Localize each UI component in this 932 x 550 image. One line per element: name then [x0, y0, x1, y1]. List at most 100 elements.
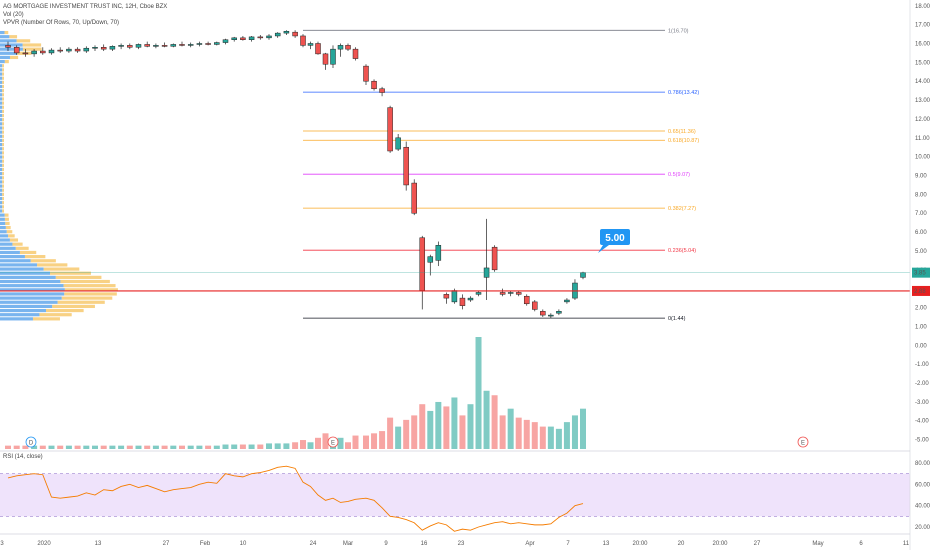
rsi-tick-label: 80.00 [915, 461, 931, 467]
price-callout: 5.00 [598, 228, 630, 253]
vpvr-down-bar [32, 317, 60, 321]
candle-body [222, 39, 229, 43]
volume-bar [507, 408, 514, 449]
price-tick-label: 13.00 [915, 98, 931, 104]
candle-body [556, 311, 562, 314]
price-axis: 18.00 17.00 16.00 15.00 14.00 13.00 12.00 11.00… [909, 0, 931, 550]
vpvr-up-bar [0, 30, 5, 35]
candle-body [352, 48, 359, 59]
volume-bar [161, 445, 168, 449]
volume-bar [179, 445, 185, 449]
candle-body [161, 45, 168, 47]
vpvr-up-bar [0, 64, 3, 68]
candle-body [564, 299, 570, 303]
volume-bar [379, 431, 386, 449]
vpvr-down-bar [2, 180, 4, 184]
vpvr-up-bar [0, 300, 58, 304]
vpvr-down-bar [2, 192, 4, 196]
vpvr-up-bar [0, 151, 3, 155]
fib-level-label: 1(16.70) [668, 28, 689, 34]
price-tick-label: 10.00 [915, 155, 931, 161]
volume-bar [459, 415, 466, 449]
volume-bar [475, 337, 482, 449]
volume-bar [563, 422, 570, 449]
candle-body [48, 49, 55, 54]
vpvr-up-bar [0, 138, 3, 143]
vpvr-up-bar [0, 213, 5, 217]
price-tick-label: 5.00 [915, 249, 927, 255]
callout-box [600, 228, 630, 245]
candle-body [443, 294, 450, 299]
price-tick-label: -2.00 [915, 381, 929, 387]
vpvr-up-bar [0, 167, 3, 172]
candle-body [13, 47, 20, 54]
vpvr-down-bar [5, 221, 10, 226]
volume-bar [435, 401, 442, 449]
price-tick-label: 9.00 [915, 174, 927, 180]
time-tick-label: 10 [240, 541, 247, 547]
event-marker-label: D [29, 441, 34, 447]
volume-bar [483, 390, 490, 449]
candle-body [109, 46, 116, 50]
vpvr-down-bar [2, 142, 4, 147]
volume-bar [300, 440, 306, 449]
vpvr-down-bar [2, 126, 4, 130]
vpvr-down-bar [4, 217, 9, 221]
volume-bar [322, 433, 329, 449]
fib-level-label: 0.382(7.27) [668, 206, 696, 212]
vpvr-down-bar [12, 242, 23, 246]
vpvr-up-bar [0, 60, 5, 64]
time-tick-label: May [812, 541, 823, 547]
volume-bar [152, 445, 159, 449]
vpvr-up-bar [0, 76, 3, 80]
vpvr-down-bar [2, 105, 4, 109]
vpvr-down-bar [2, 130, 4, 134]
vpvr-down-bar [2, 93, 4, 97]
time-tick-label: 20:00 [632, 541, 648, 547]
rsi-tick-label: 20.00 [915, 525, 931, 531]
volume-bar [555, 428, 562, 449]
vpvr-down-bar [2, 122, 4, 126]
last-price-tag [912, 285, 930, 296]
candle-body [100, 47, 107, 50]
volume-bar [257, 444, 264, 449]
vpvr-up-bar [0, 225, 6, 230]
candle-body [459, 297, 466, 306]
volume-bars [5, 337, 586, 449]
candle-body [214, 42, 220, 45]
vpvr-up-bar [0, 55, 10, 60]
vpvr-up-bar [0, 130, 3, 134]
candlesticks [5, 30, 586, 319]
price-tick-label: -5.00 [915, 438, 929, 444]
vpvr-up-bar [0, 109, 3, 113]
vpvr-down-bar [16, 39, 31, 43]
vpvr-down-bar [2, 184, 4, 188]
volume-bar [65, 445, 72, 449]
candle-body [170, 44, 177, 47]
price-tick-label: 7.00 [915, 211, 927, 217]
vpvr-down-bar [8, 234, 15, 238]
vpvr-up-bar [0, 221, 6, 226]
vpvr-up-bar [0, 192, 3, 196]
volume-bar [5, 445, 11, 449]
vpvr-up-bar [0, 172, 3, 176]
volume-bar [248, 444, 255, 449]
vpvr-down-bar [60, 279, 110, 284]
candle-body [499, 292, 506, 295]
candle-body [532, 301, 538, 310]
vpvr-up-bar [0, 101, 3, 105]
vpvr-down-bar [9, 55, 19, 60]
vpvr-down-bar [9, 238, 19, 242]
vpvr-up-bar [0, 35, 10, 39]
volume-bar [491, 395, 498, 449]
vpvr-up-bar [0, 118, 3, 122]
vpvr-down-bar [6, 230, 13, 234]
candle-body [231, 37, 237, 40]
fib-level-label: 0.618(10.87) [668, 138, 699, 144]
volume-bar [74, 445, 81, 449]
volume-bar [395, 426, 402, 449]
candle-body [467, 297, 474, 301]
price-tick-label: 16.00 [915, 41, 931, 47]
vpvr-up-bar [0, 72, 3, 76]
